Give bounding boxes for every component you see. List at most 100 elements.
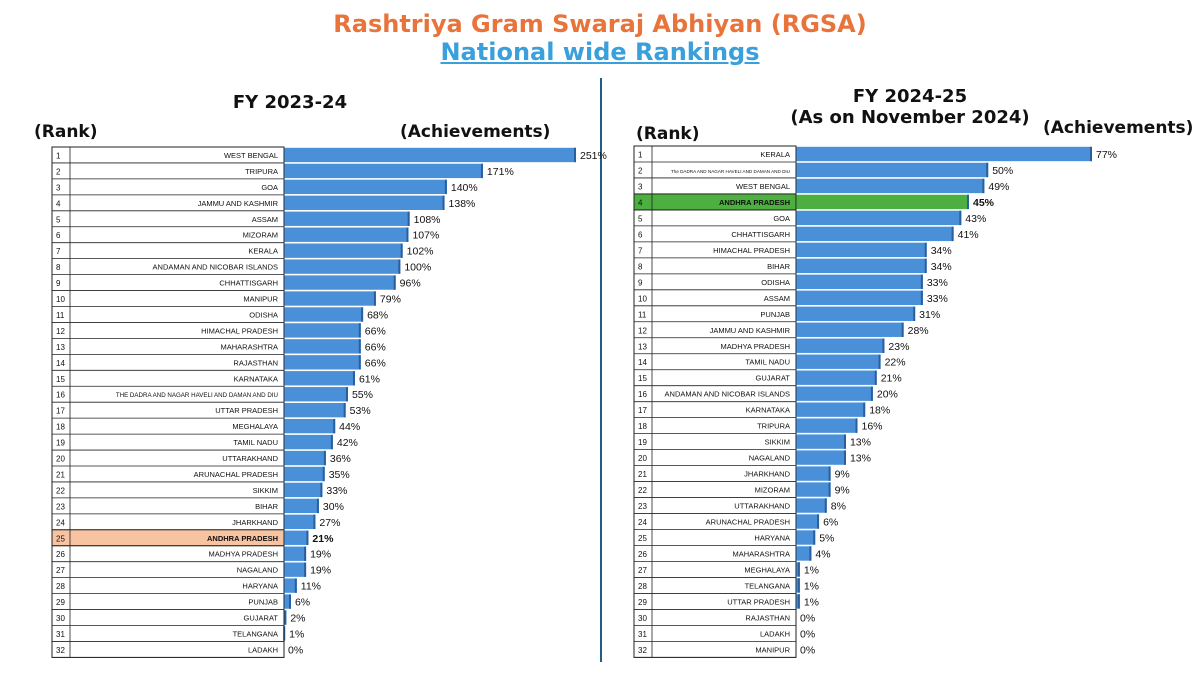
right-value-label: 33%: [927, 293, 948, 305]
right-category-label: JAMMU AND KASHMIR: [710, 326, 791, 335]
right-category-label: KERALA: [760, 150, 790, 159]
right-category-label: TELANGANA: [745, 581, 790, 590]
right-bar: [796, 146, 1092, 162]
left-rank-label: 32: [56, 646, 65, 655]
right-category-label: WEST BENGAL: [736, 182, 790, 191]
left-category-label: SIKKIM: [253, 486, 278, 495]
right-category-label: The DADRA AND NAGAR HAVELI AND DAMAN AND…: [671, 169, 790, 174]
left-bar: [284, 403, 346, 418]
left-value-label: 55%: [352, 389, 373, 401]
left-value-label: 171%: [487, 166, 514, 178]
right-bar-edge: [874, 370, 877, 385]
left-category-label: HARYANA: [242, 582, 278, 591]
right-value-label: 41%: [958, 229, 979, 241]
left-category-label: MEGHALAYA: [232, 422, 278, 431]
left-value-label: 33%: [326, 485, 347, 497]
left-bar: [284, 546, 307, 561]
right-category-label: LADAKH: [760, 629, 790, 638]
left-value-label: 66%: [365, 357, 386, 369]
right-value-label: 20%: [877, 389, 898, 401]
left-rank-label: 22: [56, 486, 65, 495]
right-value-label: 0%: [800, 628, 815, 640]
left-bar-edge: [322, 466, 325, 482]
left-bar-edge: [323, 450, 326, 466]
right-bar-edge: [959, 210, 962, 226]
right-bar: [796, 482, 831, 497]
left-rank-label: 1: [56, 151, 61, 160]
right-bar-edge: [920, 290, 923, 305]
right-bar-edge: [813, 530, 816, 545]
right-category-label: ANDAMAN AND NICOBAR ISLANDS: [665, 390, 790, 399]
left-rank-label: 13: [56, 343, 65, 352]
left-bar: [284, 514, 316, 529]
left-category-label: BIHAR: [255, 502, 279, 511]
right-bar-edge: [824, 498, 827, 513]
right-bar: [796, 290, 923, 305]
right-bar: [796, 306, 916, 321]
right-value-label: 5%: [819, 533, 834, 545]
right-achievements-label: (Achievements): [1043, 118, 1194, 138]
left-value-label: 44%: [339, 421, 360, 433]
right-category-label: TAMIL NADU: [745, 358, 790, 367]
left-rank-label: 16: [56, 391, 65, 400]
left-rank-label: 5: [56, 215, 61, 224]
right-bar: [796, 194, 969, 210]
right-category-label: UTTAR PRADESH: [727, 597, 790, 606]
left-bar: [284, 355, 361, 370]
left-bar-edge: [444, 179, 447, 195]
left-bar: [284, 339, 361, 354]
left-rank-label: 31: [56, 630, 65, 639]
right-rank-label: 6: [638, 230, 643, 239]
right-rank-label: 7: [638, 246, 643, 255]
left-bar: [284, 387, 348, 402]
right-bar: [796, 162, 989, 178]
right-value-label: 1%: [804, 580, 819, 592]
right-bar-edge: [817, 514, 820, 529]
right-bar: [796, 514, 820, 529]
left-value-label: 79%: [380, 294, 401, 306]
left-bar: [284, 594, 291, 609]
left-rank-label: 7: [56, 247, 61, 256]
right-bar-edge: [913, 306, 916, 321]
right-category-label: MIZORAM: [755, 486, 790, 495]
left-category-label: MIZORAM: [243, 231, 278, 240]
left-category-label: ANDAMAN AND NICOBAR ISLANDS: [153, 263, 278, 272]
right-value-label: 1%: [804, 596, 819, 608]
right-rank-label: 32: [638, 646, 647, 655]
right-rank-label: 21: [638, 470, 647, 479]
left-bar-edge: [400, 243, 403, 258]
left-category-label: MANIPUR: [243, 295, 278, 304]
left-bar-edge: [304, 562, 307, 577]
left-rank-label: 4: [56, 199, 61, 208]
right-category-label: GOA: [773, 214, 790, 223]
right-value-label: 9%: [835, 469, 850, 481]
right-bar-edge: [828, 466, 831, 481]
right-rank-label: 22: [638, 486, 647, 495]
right-rank-label: 1: [638, 150, 643, 159]
left-bar-edge: [358, 323, 361, 338]
right-value-label: 13%: [850, 453, 871, 465]
right-bar: [796, 546, 812, 561]
left-value-label: 21%: [312, 533, 334, 545]
left-value-label: 100%: [404, 262, 431, 274]
left-value-label: 138%: [449, 198, 476, 210]
right-rank-label: 31: [638, 630, 647, 639]
right-value-label: 31%: [919, 309, 940, 321]
right-rank-label: 23: [638, 502, 647, 511]
left-value-label: 0%: [288, 644, 303, 656]
right-category-label: RAJASTHAN: [745, 613, 790, 622]
right-bar: [796, 466, 831, 481]
left-bar: [284, 530, 309, 545]
left-rank-label: 26: [56, 550, 65, 559]
left-value-label: 66%: [365, 341, 386, 353]
right-category-label: MANIPUR: [755, 645, 790, 654]
left-bar-edge: [333, 418, 336, 434]
left-category-label: KERALA: [248, 247, 278, 256]
left-category-label: CHHATTISGARH: [219, 279, 278, 288]
left-bar-edge: [343, 403, 346, 418]
left-bar: [284, 259, 401, 274]
right-bar: [796, 274, 923, 290]
left-bar-edge: [288, 594, 291, 609]
right-rank-label: 10: [638, 294, 647, 303]
